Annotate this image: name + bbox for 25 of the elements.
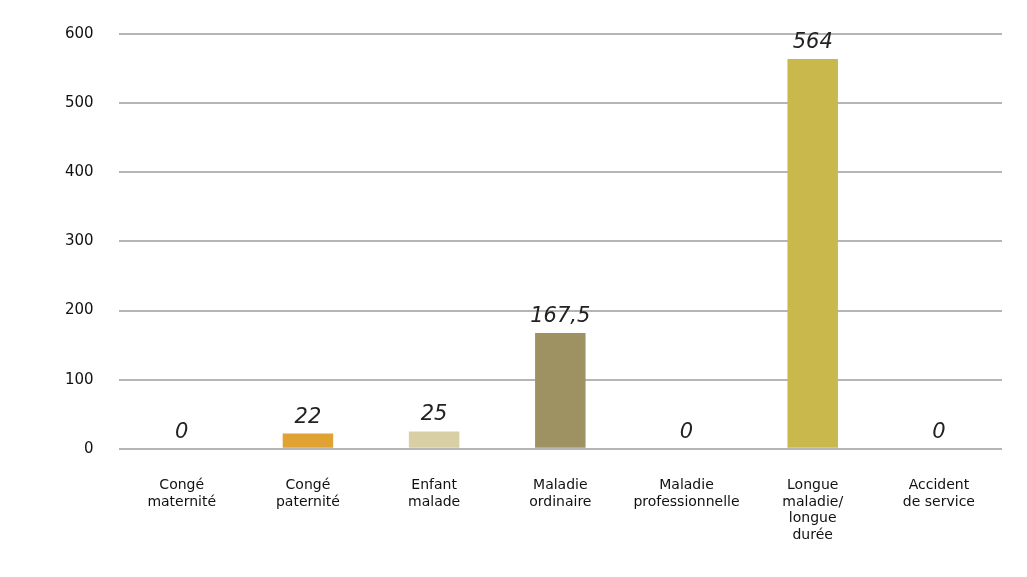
data-label: 25 [420,401,448,426]
y-tick-label: 400 [64,162,94,181]
data-label: 0 [932,418,946,443]
bar [535,333,586,448]
data-label: 22 [294,403,322,428]
bar [787,58,838,448]
bar [282,433,334,448]
y-tick-label: 300 [64,231,94,250]
x-tick-label: Congé maternité [147,475,217,509]
x-tick-label: Accident de service [902,475,975,509]
x-tick-label: Longue maladie/ longue durée [782,475,844,543]
y-tick-label: 500 [64,93,94,112]
x-tick-label: Maladie ordinaire [529,475,592,509]
data-label: 167,5 [530,302,591,327]
y-tick-label: 200 [64,300,94,319]
data-label: 0 [175,418,189,443]
y-tick-label: 0 [84,438,94,457]
data-label: 564 [792,28,833,53]
y-tick-label: 100 [64,369,94,388]
x-tick-label: Congé paternité [275,475,340,509]
bar [408,431,460,448]
y-tick-label: 600 [64,23,94,42]
x-tick-label: Enfant malade [408,475,461,509]
x-tick-label: Maladie professionnelle [633,475,740,509]
data-label: 0 [679,418,694,443]
